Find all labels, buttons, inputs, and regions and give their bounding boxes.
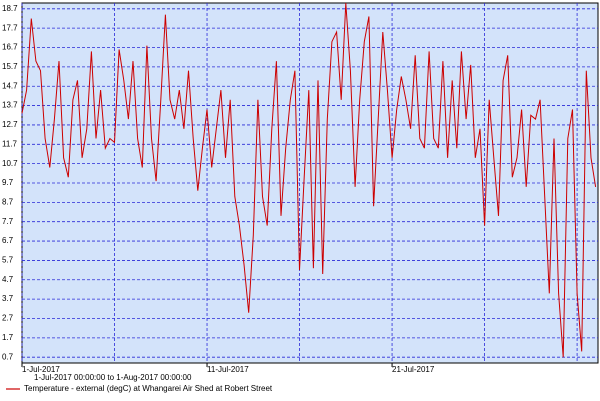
y-tick-label: 1.7 <box>2 333 14 342</box>
legend-label: Temperature - external (degC) at Whangar… <box>24 384 273 393</box>
y-tick-label: 15.7 <box>2 62 18 71</box>
x-tick-label: 21-Jul-2017 <box>392 365 435 374</box>
y-tick-label: 14.7 <box>2 81 18 90</box>
y-tick-label: 12.7 <box>2 120 18 129</box>
y-tick-label: 16.7 <box>2 43 18 52</box>
y-tick-label: 10.7 <box>2 159 18 168</box>
y-tick-label: 7.7 <box>2 217 14 226</box>
y-tick-label: 17.7 <box>2 23 18 32</box>
y-tick-label: 4.7 <box>2 275 14 284</box>
y-tick-label: 13.7 <box>2 101 18 110</box>
y-tick-label: 0.7 <box>2 352 14 361</box>
y-tick-label: 18.7 <box>2 4 18 13</box>
y-tick-label: 9.7 <box>2 178 14 187</box>
y-tick-label: 6.7 <box>2 236 14 245</box>
y-tick-label: 5.7 <box>2 256 14 265</box>
y-tick-label: 11.7 <box>2 139 18 148</box>
subtitle: 1-Jul-2017 00:00:00 to 1-Aug-2017 00:00:… <box>34 373 192 382</box>
x-tick-label: 11-Jul-2017 <box>207 365 249 374</box>
data-line <box>21 2 597 358</box>
y-tick-label: 2.7 <box>2 314 14 323</box>
y-tick-label: 3.7 <box>2 294 14 303</box>
y-tick-label: 8.7 <box>2 197 14 206</box>
x-tick-label: 1-Jul-2017 <box>22 365 60 374</box>
